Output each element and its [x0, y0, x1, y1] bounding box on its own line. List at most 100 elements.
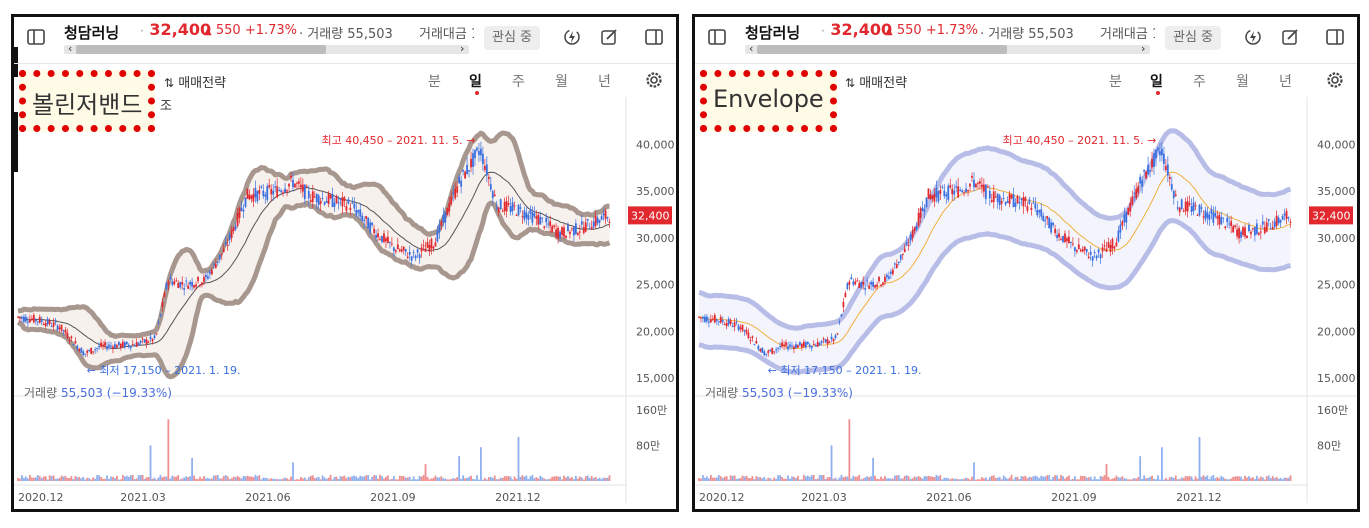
- candle-body: [761, 347, 764, 353]
- candle-body: [860, 282, 863, 288]
- chart-area[interactable]: 40,000 35,000 30,000 25,000 20,000 15,000 32,4…: [14, 97, 676, 509]
- volume-bar: [870, 476, 873, 481]
- volume-bar: [1109, 479, 1112, 481]
- volume-bar: [34, 477, 37, 481]
- y-tick-label: 30,000: [636, 232, 675, 245]
- watch-button[interactable]: 관심 중: [1165, 26, 1221, 50]
- volume-bar: [280, 479, 283, 481]
- candle-body: [1034, 203, 1037, 209]
- volume-bar: [106, 475, 108, 481]
- candle-body: [574, 223, 577, 234]
- volume-bar: [153, 477, 156, 481]
- scroll-right-icon[interactable]: ›: [1141, 42, 1146, 55]
- volume-bar: [104, 478, 106, 481]
- period-minute[interactable]: 분: [1109, 74, 1122, 90]
- x-tick-label: 2020.12: [699, 491, 745, 504]
- period-day[interactable]: 일: [469, 74, 482, 90]
- period-week[interactable]: 주: [512, 74, 525, 90]
- volume-bar: [108, 478, 110, 481]
- volume-bar: [1010, 474, 1013, 481]
- candle-body: [1162, 153, 1165, 164]
- candle-body: [783, 344, 785, 347]
- volume-bar: [117, 479, 120, 481]
- price-chart[interactable]: 40,000 35,000 30,000 25,000 20,000 15,000 32,4…: [14, 97, 676, 509]
- header-scrollbar[interactable]: [64, 45, 469, 54]
- candle-body: [953, 190, 956, 195]
- panel-icon[interactable]: [1325, 27, 1345, 47]
- lightning-icon[interactable]: [1243, 27, 1263, 47]
- scroll-right-icon[interactable]: ›: [460, 42, 465, 55]
- volume-bar: [102, 478, 104, 481]
- volume-bar: [250, 476, 253, 481]
- chart-area[interactable]: 40,000 35,000 30,000 25,000 20,000 15,000 32,4…: [695, 97, 1357, 509]
- volume-bar: [584, 476, 587, 481]
- candle-body: [286, 190, 288, 192]
- volume-bar: [1200, 476, 1203, 481]
- edit-icon[interactable]: [1280, 27, 1300, 47]
- candle-body: [1081, 249, 1084, 252]
- watch-button[interactable]: 관심 중: [484, 26, 540, 50]
- volume-bar: [1123, 478, 1126, 481]
- gear-icon[interactable]: [644, 70, 664, 90]
- candle-body: [240, 207, 243, 211]
- volume-bar: [428, 479, 431, 481]
- volume-bar: [798, 479, 801, 481]
- candle-body: [872, 281, 874, 287]
- strategy-button[interactable]: ⇅ 매매전략: [845, 72, 907, 91]
- candle-body: [480, 148, 482, 156]
- volume-bar: [404, 477, 407, 481]
- candle-body: [713, 315, 716, 323]
- period-month[interactable]: 월: [1236, 74, 1249, 90]
- period-month[interactable]: 월: [555, 74, 568, 90]
- candle-body: [38, 316, 41, 323]
- lightning-icon[interactable]: [562, 27, 582, 47]
- volume-bar: [440, 476, 443, 481]
- sidebar-toggle-icon[interactable]: [707, 27, 727, 47]
- candle-body: [262, 190, 265, 197]
- gear-icon[interactable]: [1325, 70, 1345, 90]
- volume-bar: [1004, 477, 1007, 481]
- period-minute[interactable]: 분: [428, 74, 441, 90]
- period-week[interactable]: 주: [1193, 74, 1206, 90]
- volume-bar: [422, 475, 425, 481]
- sidebar-toggle-icon[interactable]: [26, 27, 46, 47]
- volume-bar: [810, 475, 813, 481]
- volume-bar: [791, 476, 793, 481]
- max-price-annotation: 최고 40,450 – 2021. 11. 5. →: [1002, 134, 1156, 147]
- volume-bar: [282, 478, 284, 481]
- candle-body: [503, 201, 506, 212]
- edit-icon[interactable]: [599, 27, 619, 47]
- candle-body: [1210, 209, 1213, 214]
- candle-body: [717, 321, 720, 323]
- volume-bar: [19, 478, 21, 481]
- volume-bar: [709, 474, 712, 481]
- volume-bar: [547, 479, 550, 481]
- volume-bar: [1208, 479, 1211, 481]
- volume-bar: [438, 477, 441, 481]
- header-scrollbar[interactable]: [745, 45, 1150, 54]
- scroll-left-icon[interactable]: ‹: [749, 42, 754, 55]
- candle-body: [967, 190, 969, 192]
- candle-body: [189, 281, 192, 285]
- candle-body: [311, 191, 314, 202]
- candle-body: [373, 228, 375, 234]
- volume-bar: [763, 476, 766, 481]
- volume-bar: [893, 475, 896, 481]
- period-year[interactable]: 년: [1279, 74, 1292, 90]
- volume-bar: [94, 478, 97, 481]
- indicator-label-suffix: 조: [160, 99, 172, 114]
- scroll-left-icon[interactable]: ‹: [68, 42, 73, 55]
- volume-bar: [238, 477, 241, 481]
- period-year[interactable]: 년: [598, 74, 611, 90]
- panel-icon[interactable]: [644, 27, 664, 47]
- scrollbar-thumb[interactable]: [76, 45, 326, 54]
- volume-bar: [731, 476, 734, 481]
- candle-body: [1014, 202, 1017, 207]
- candle-body: [309, 200, 312, 202]
- candle-body: [1020, 198, 1023, 200]
- candle-body: [1135, 188, 1138, 199]
- period-day[interactable]: 일: [1150, 74, 1163, 90]
- scrollbar-thumb[interactable]: [757, 45, 1007, 54]
- price-chart[interactable]: 40,000 35,000 30,000 25,000 20,000 15,000 32,4…: [695, 97, 1357, 509]
- strategy-button[interactable]: ⇅ 매매전략: [164, 72, 226, 91]
